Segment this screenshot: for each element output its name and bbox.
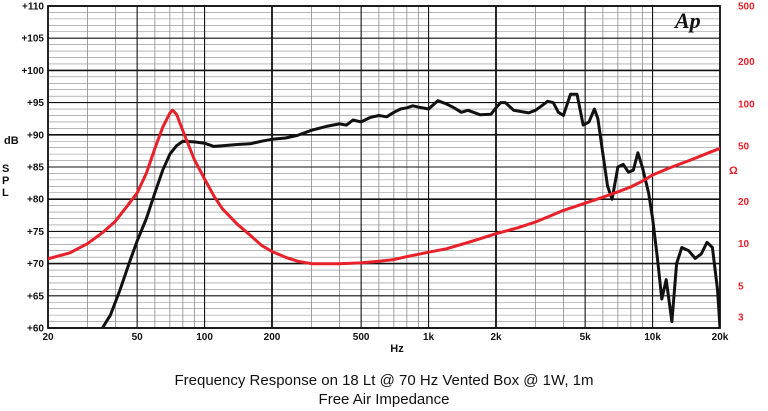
y2-tick-label: 500 [738,2,755,13]
y-tick-label: +85 [27,163,44,174]
logo: Ap [673,8,701,33]
y-tick-label: +95 [27,98,44,109]
y2-tick-label: 100 [738,99,755,110]
x-axis-title: Hz [390,343,404,355]
chart-ticks: +110 +105 +100 +95 +90 +85 +80 +75 +70 +65 +60 500 2… [21,2,755,344]
y-axis-title-spl: S [2,163,9,175]
y-tick-label: +110 [22,2,44,13]
spl-curve [100,92,720,328]
y-axis-title-spl-p: P [2,175,9,187]
y-tick-label: +75 [27,227,44,238]
plot-frame [47,5,721,329]
x-tick-label: 50 [132,332,144,343]
x-tick-label: 20k [712,332,729,343]
x-tick-label: 5k [580,332,592,343]
y-tick-label: +65 [27,291,44,302]
x-tick-label: 10k [644,332,661,343]
y2-axis-title: Ω [729,165,738,177]
x-tick-label: 20 [42,332,54,343]
y-axis-title-db: dB [4,135,19,147]
logo-text: Ap [673,8,701,33]
y-tick-label: +100 [21,66,44,77]
y2-tick-label: 3 [738,312,744,323]
chart-grid [47,5,721,329]
y2-tick-label: 50 [738,141,750,152]
x-tick-label: 200 [264,332,281,343]
y-tick-label: +80 [27,195,44,206]
x-tick-label: 1k [423,332,435,343]
x-tick-label: 500 [353,332,370,343]
y-tick-label: +90 [27,130,44,141]
y-axis-title-spl-l: L [2,187,9,199]
impedance-curve [48,108,720,266]
chart-subtitle: Free Air Impedance [319,391,450,408]
x-tick-label: 2k [490,332,502,343]
x-tick-label: 100 [196,332,213,343]
y-tick-label: +60 [27,324,44,335]
y2-tick-label: 200 [738,57,755,68]
chart-title: Frequency Response on 18 Lt @ 70 Hz Vent… [174,372,593,389]
y-tick-label: +105 [21,34,44,45]
y-axis-title: dB S P L [2,135,19,199]
y-tick-label: +70 [27,259,44,270]
y2-tick-label: 10 [738,239,750,250]
chart-series [48,92,720,328]
y2-tick-label: 5 [738,281,744,292]
y2-tick-label: 20 [738,197,750,208]
